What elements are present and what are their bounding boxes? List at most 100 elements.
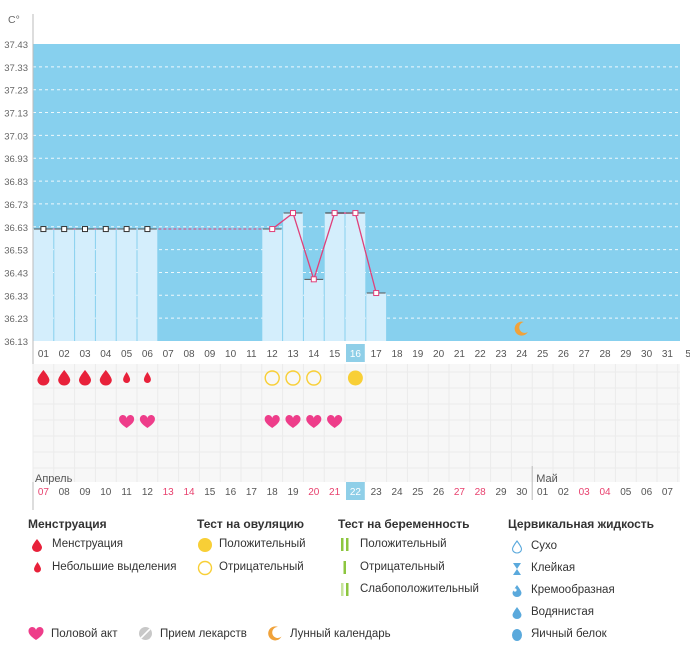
temperature-point xyxy=(102,226,109,233)
temperature-bar xyxy=(366,293,387,341)
date-label: 11 xyxy=(121,487,132,498)
temperature-point xyxy=(61,226,68,233)
temperature-bar xyxy=(33,229,54,341)
date-label: 29 xyxy=(495,487,507,498)
date-label: 24 xyxy=(391,487,403,498)
pregnancy-positive-icon xyxy=(341,538,349,551)
temperature-bar xyxy=(54,229,75,341)
date-label: 02 xyxy=(558,487,570,498)
temperature-bar xyxy=(262,229,283,341)
cycle-day-label: 22 xyxy=(475,349,487,360)
y-tick-label: 36.53 xyxy=(4,246,28,257)
moon-icon xyxy=(514,321,528,336)
cycle-day-label: 12 xyxy=(267,349,279,360)
legend-item-medication: Прием лекарств xyxy=(160,628,247,640)
date-label: 07 xyxy=(662,487,674,498)
creamy-icon xyxy=(512,585,522,597)
temperature-line xyxy=(34,210,528,336)
cycle-day-label: 27 xyxy=(579,349,591,360)
legend-item-lunar-calendar: Лунный календарь xyxy=(290,628,391,640)
date-label: 26 xyxy=(433,487,445,498)
temperature-point xyxy=(40,226,47,233)
legend-item-pregnancy-negative: Отрицательный xyxy=(360,561,445,573)
cycle-day-label: 15 xyxy=(329,349,341,360)
spotting-drop xyxy=(143,372,151,383)
date-label: 06 xyxy=(641,487,653,498)
ovulation-negative-marker xyxy=(264,370,280,386)
intercourse-heart xyxy=(327,415,343,428)
date-label: 27 xyxy=(454,487,466,498)
temperature-point xyxy=(352,210,359,217)
date-label: 07 xyxy=(38,487,50,498)
temperature-series-line xyxy=(271,211,377,294)
daily-markers xyxy=(37,370,363,428)
legend-item-pregnancy-weak: Слабоположительный xyxy=(360,583,479,595)
cycle-day-label: 21 xyxy=(454,349,466,360)
moon-icon xyxy=(268,626,282,641)
cycle-day-label: 06 xyxy=(142,349,154,360)
temperature-point xyxy=(269,226,276,233)
cycle-day-label: 26 xyxy=(558,349,570,360)
date-label: 14 xyxy=(183,487,195,498)
date-label: 01 xyxy=(537,487,549,498)
y-tick-label: 37.13 xyxy=(4,109,28,120)
intercourse-heart xyxy=(264,415,280,428)
date-label: 16 xyxy=(225,487,237,498)
legend-item-sticky: Клейкая xyxy=(531,562,576,574)
date-label: 18 xyxy=(267,487,279,498)
menstruation-drop xyxy=(58,370,71,386)
y-tick-label: 36.73 xyxy=(4,200,28,211)
date-label: 20 xyxy=(308,487,320,498)
y-tick-label: 37.33 xyxy=(4,63,28,74)
legend-item-watery: Водянистая xyxy=(531,606,595,618)
cycle-day-label: 10 xyxy=(225,349,237,360)
intercourse-heart xyxy=(306,415,322,428)
temperature-point xyxy=(331,210,338,217)
date-label: 19 xyxy=(287,487,299,498)
temperature-point xyxy=(144,226,151,233)
cycle-day-axis: 01 02 03 04 05 06 07 08 09 10 11 12 13 14 15 16 17 18 19 20… xyxy=(38,344,690,362)
date-label: 17 xyxy=(246,487,258,498)
cycle-day-label: 25 xyxy=(537,349,549,360)
legend-item-menstruation: Менструация xyxy=(52,538,123,550)
date-label: 08 xyxy=(59,487,71,498)
date-label: 21 xyxy=(329,487,341,498)
date-label: 15 xyxy=(204,487,216,498)
date-label: 13 xyxy=(163,487,175,498)
cycle-day-label: 05 xyxy=(121,349,133,360)
unit-label: C° xyxy=(8,14,20,26)
temperature-bar xyxy=(116,229,137,341)
cycle-day-label: 19 xyxy=(412,349,424,360)
cycle-day-label: 02 xyxy=(59,349,71,360)
menstruation-drop xyxy=(99,370,112,386)
date-label: 30 xyxy=(516,487,528,498)
date-label: 10 xyxy=(100,487,112,498)
dry-icon xyxy=(511,540,523,554)
date-label: 05 xyxy=(620,487,632,498)
legend-item-ovulation-negative: Отрицательный xyxy=(219,561,304,573)
watery-icon xyxy=(512,607,522,619)
date-label: 23 xyxy=(371,487,383,498)
temperature-bar xyxy=(283,213,303,341)
temperature-bar xyxy=(137,229,158,341)
legend-menstruation-title: Менструация xyxy=(28,517,107,531)
cycle-day-label: 01 xyxy=(38,349,50,360)
sticky-icon xyxy=(513,563,521,575)
temperature-bars xyxy=(33,213,387,341)
cycle-day-label: 29 xyxy=(620,349,632,360)
cycle-day-label: 18 xyxy=(391,349,403,360)
temperature-bar xyxy=(75,229,95,341)
heart-icon xyxy=(28,627,44,640)
cycle-day-label: 13 xyxy=(287,349,299,360)
month-label-may: Май xyxy=(536,473,558,485)
cycle-day-label: 14 xyxy=(308,349,320,360)
cycle-day-label: 08 xyxy=(183,349,195,360)
date-label: 12 xyxy=(142,487,154,498)
cycle-day-label: 20 xyxy=(433,349,445,360)
cycle-day-label: 31 xyxy=(662,349,674,360)
cycle-day-label: 28 xyxy=(599,349,611,360)
y-axis: 37.43 37.33 37.23 37.13 37.03 36.93 36.83 36.73… xyxy=(4,40,28,348)
y-tick-label: 37.03 xyxy=(4,131,28,142)
date-axis: Апрель Май 07 08 09 10 11 12 13 14 15 16 17 18 19 20 21 2… xyxy=(35,466,673,500)
today-date-highlight xyxy=(346,482,365,500)
